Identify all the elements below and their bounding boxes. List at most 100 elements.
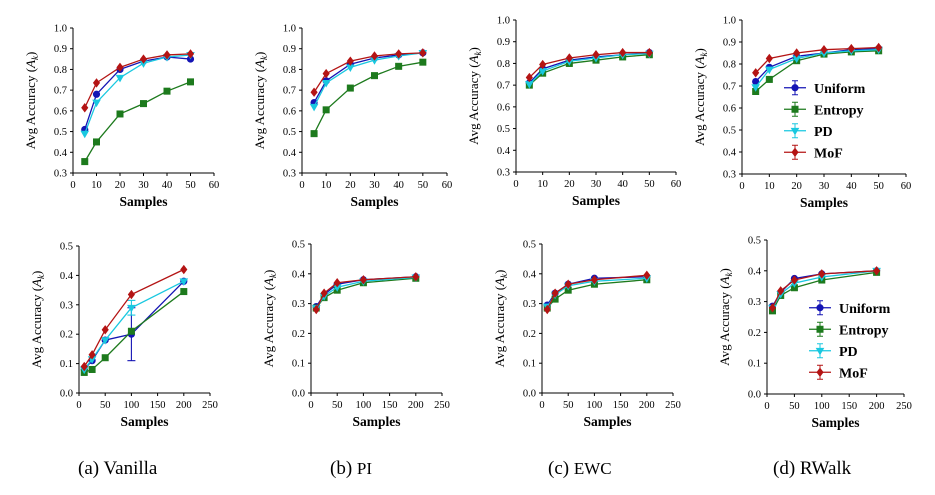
legend-item-uniform: Uniform — [809, 300, 891, 317]
x-tick-label: 0 — [539, 400, 544, 411]
y-tick-label: 0.2 — [523, 329, 536, 340]
data-point-pd — [80, 130, 90, 139]
y-tick-label: 0.7 — [723, 82, 736, 93]
y-tick-label: 0.9 — [283, 44, 296, 55]
legend-label: Uniform — [839, 302, 891, 317]
legend-marker — [791, 84, 799, 92]
series-line-mof — [313, 52, 423, 93]
x-tick-label: 30 — [369, 180, 380, 191]
x-tick-label: 0 — [76, 400, 81, 411]
y-axis-label: Avg Accuracy (Ak) — [692, 48, 709, 146]
x-tick-label: 20 — [791, 181, 802, 192]
chart-d-top: 0.3 0.4 0.5 0.6 0.7 0.8 0.9 1.0 0 10 20 30 40 50 60 Sam… — [692, 16, 911, 211]
y-tick-label: 0.6 — [283, 106, 296, 117]
data-point-entropy — [395, 62, 403, 70]
x-tick-label: 100 — [356, 400, 372, 411]
legend-item-entropy: Entropy — [809, 321, 889, 338]
y-tick-label: 0.7 — [54, 86, 67, 97]
y-tick-label: 0.9 — [723, 38, 736, 49]
legend-marker — [816, 325, 824, 333]
y-tick-label: 0.4 — [60, 271, 74, 282]
caption-c-label: (c) — [548, 458, 570, 479]
x-tick-label: 0 — [513, 179, 518, 190]
x-tick-label: 200 — [639, 400, 655, 411]
chart-d-bottom: 0.0 0.1 0.2 0.3 0.4 0.5 0 50 100 150 200 250 Samples… — [717, 236, 912, 431]
legend: Uniform Entropy PD MoF — [784, 80, 866, 161]
x-tick-label: 50 — [332, 400, 343, 411]
y-tick-label: 0.3 — [283, 169, 296, 180]
x-tick-label: 50 — [644, 179, 655, 190]
x-axis-label: Samples — [120, 414, 168, 429]
legend-label: Entropy — [839, 323, 889, 338]
data-point-entropy — [419, 58, 427, 66]
y-tick-label: 0.8 — [54, 65, 67, 76]
data-point-pd — [321, 79, 331, 88]
x-tick-label: 50 — [563, 400, 574, 411]
series-mof — [525, 47, 653, 83]
legend-label: PD — [839, 345, 858, 360]
data-point-mof — [180, 264, 188, 275]
chart-b-top: 0.3 0.4 0.5 0.6 0.7 0.8 0.9 1.0 0 10 20 30 40 50 60 Sam… — [252, 24, 452, 210]
x-axis-label: Samples — [572, 193, 620, 208]
legend-marker — [791, 147, 799, 157]
series-uniform — [80, 277, 188, 374]
x-tick-label: 10 — [91, 180, 102, 191]
x-tick-label: 250 — [665, 400, 681, 411]
y-tick-label: 0.5 — [283, 127, 296, 138]
x-tick-label: 0 — [70, 180, 75, 191]
legend-label: MoF — [839, 366, 868, 381]
x-tick-label: 150 — [150, 400, 166, 411]
chart-c-top: 0.3 0.4 0.5 0.6 0.7 0.8 0.9 1.0 0 10 20 30 40 50 60 Sam… — [466, 16, 681, 209]
y-tick-label: 0.2 — [60, 330, 73, 341]
data-point-pd — [309, 103, 319, 112]
y-tick-label: 0.4 — [723, 148, 737, 159]
data-point-mof — [310, 87, 318, 97]
y-axis-label: Avg Accuracy (Ak) — [717, 268, 734, 366]
y-tick-label: 0.5 — [292, 240, 305, 251]
data-point-mof — [564, 279, 572, 289]
x-tick-label: 50 — [873, 181, 884, 192]
x-tick-label: 60 — [442, 180, 453, 191]
data-point-mof — [765, 53, 773, 64]
series-line-pd — [313, 52, 423, 108]
data-point-mof — [163, 50, 171, 60]
series-entropy — [81, 78, 195, 166]
x-axis-label: Samples — [352, 414, 400, 429]
series-line-pd — [755, 49, 879, 88]
x-tick-label: 100 — [587, 400, 603, 411]
y-tick-label: 0.4 — [748, 266, 762, 277]
data-point-entropy — [81, 158, 89, 166]
data-point-mof — [320, 288, 328, 298]
data-point-entropy — [310, 130, 318, 138]
series-entropy — [80, 288, 188, 376]
x-tick-label: 50 — [789, 401, 800, 412]
legend-label: Uniform — [814, 82, 866, 97]
caption-b-label: (b) — [330, 458, 353, 479]
x-tick-label: 50 — [185, 180, 196, 191]
caption-d-label: (d) — [773, 458, 796, 479]
x-tick-label: 40 — [393, 180, 404, 191]
data-point-mof — [768, 303, 777, 313]
legend-item-uniform: Uniform — [784, 80, 866, 97]
data-point-mof — [322, 68, 330, 79]
y-tick-label: 0.0 — [292, 389, 305, 400]
data-point-mof — [419, 48, 427, 58]
x-tick-label: 40 — [162, 180, 173, 191]
data-point-mof — [619, 47, 627, 58]
x-tick-label: 0 — [308, 400, 313, 411]
y-tick-label: 0.9 — [54, 44, 67, 55]
y-tick-label: 0.1 — [523, 359, 536, 370]
x-axis-label: Samples — [350, 194, 398, 209]
y-tick-label: 0.6 — [497, 102, 510, 113]
y-tick-label: 0.1 — [292, 359, 305, 370]
y-tick-label: 0.3 — [60, 300, 73, 311]
caption-d-name: RWalk — [799, 458, 852, 479]
data-point-mof — [875, 42, 883, 53]
x-tick-label: 10 — [321, 180, 332, 191]
data-point-mof — [820, 45, 828, 55]
data-point-entropy — [765, 75, 773, 83]
x-tick-label: 250 — [202, 400, 218, 411]
x-tick-label: 20 — [345, 180, 356, 191]
data-point-pd — [100, 337, 110, 345]
x-tick-label: 20 — [115, 180, 126, 191]
